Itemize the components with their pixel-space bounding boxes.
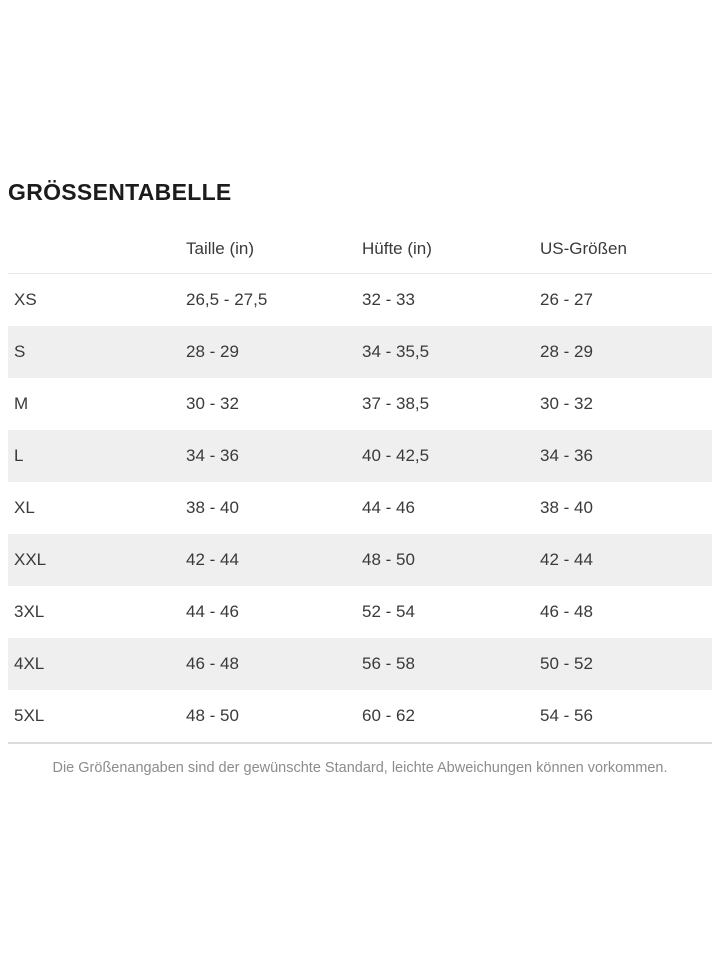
size-value: 34 - 36: [186, 446, 239, 465]
table-row: 4XL 46 - 48 56 - 58 50 - 52: [8, 638, 712, 690]
size-value: 46 - 48: [186, 654, 239, 673]
table-row: 3XL 44 - 46 52 - 54 46 - 48: [8, 586, 712, 638]
size-value: 44 - 46: [186, 602, 239, 621]
size-value: 42 - 44: [540, 550, 593, 569]
footnote: Die Größenangaben sind der gewünschte St…: [52, 760, 668, 776]
table-row: XS 26,5 - 27,5 32 - 33 26 - 27: [8, 274, 712, 326]
column-header-taille: Taille (in): [186, 239, 255, 258]
size-value: 60 - 62: [362, 706, 415, 725]
size-value: 34 - 35,5: [362, 342, 430, 361]
table-body: XS 26,5 - 27,5 32 - 33 26 - 27 S 28 - 29 34 - …: [8, 273, 712, 744]
size-value: 40 - 42,5: [362, 446, 430, 465]
size-value: 26 - 27: [540, 290, 593, 309]
size-value: 26,5 - 27,5: [186, 290, 268, 309]
page-title: GRÖSSENTABELLE: [8, 179, 232, 205]
size-value: 46 - 48: [540, 602, 593, 621]
size-label: M: [14, 394, 29, 413]
size-value: 34 - 36: [540, 446, 593, 465]
table-row: L 34 - 36 40 - 42,5 34 - 36: [8, 430, 712, 482]
column-header-us-groessen: US-Größen: [540, 239, 627, 258]
table-header-row: Taille (in) Hüfte (in) US-Größen: [8, 225, 712, 273]
size-value: 28 - 29: [540, 342, 593, 361]
size-value: 37 - 38,5: [362, 394, 430, 413]
size-value: 42 - 44: [186, 550, 239, 569]
size-value: 48 - 50: [362, 550, 415, 569]
size-value: 48 - 50: [186, 706, 239, 725]
size-value: 38 - 40: [540, 498, 593, 517]
table-row: 5XL 48 - 50 60 - 62 54 - 56: [8, 690, 712, 742]
size-label: XL: [14, 498, 35, 517]
column-header-huefte: Hüfte (in): [362, 239, 432, 258]
table-row: S 28 - 29 34 - 35,5 28 - 29: [8, 326, 712, 378]
size-chart-page: GRÖSSENTABELLE Taille (in) Hüfte (in) US…: [8, 179, 712, 776]
size-value: 50 - 52: [540, 654, 593, 673]
table-row: XL 38 - 40 44 - 46 38 - 40: [8, 482, 712, 534]
size-value: 56 - 58: [362, 654, 415, 673]
size-label: 4XL: [14, 654, 45, 673]
size-value: 38 - 40: [186, 498, 239, 517]
size-label: XXL: [14, 550, 47, 569]
size-value: 52 - 54: [362, 602, 415, 621]
size-label: L: [14, 446, 24, 465]
table-row: XXL 42 - 44 48 - 50 42 - 44: [8, 534, 712, 586]
size-label: S: [14, 342, 26, 361]
size-value: 44 - 46: [362, 498, 415, 517]
size-value: 28 - 29: [186, 342, 239, 361]
size-value: 30 - 32: [186, 394, 239, 413]
size-value: 30 - 32: [540, 394, 593, 413]
size-label: 3XL: [14, 602, 45, 621]
size-value: 32 - 33: [362, 290, 415, 309]
size-label: XS: [14, 290, 37, 309]
size-value: 54 - 56: [540, 706, 593, 725]
table-row: M 30 - 32 37 - 38,5 30 - 32: [8, 378, 712, 430]
size-table: Taille (in) Hüfte (in) US-Größen XS 26,5 …: [8, 225, 712, 744]
size-label: 5XL: [14, 706, 45, 725]
